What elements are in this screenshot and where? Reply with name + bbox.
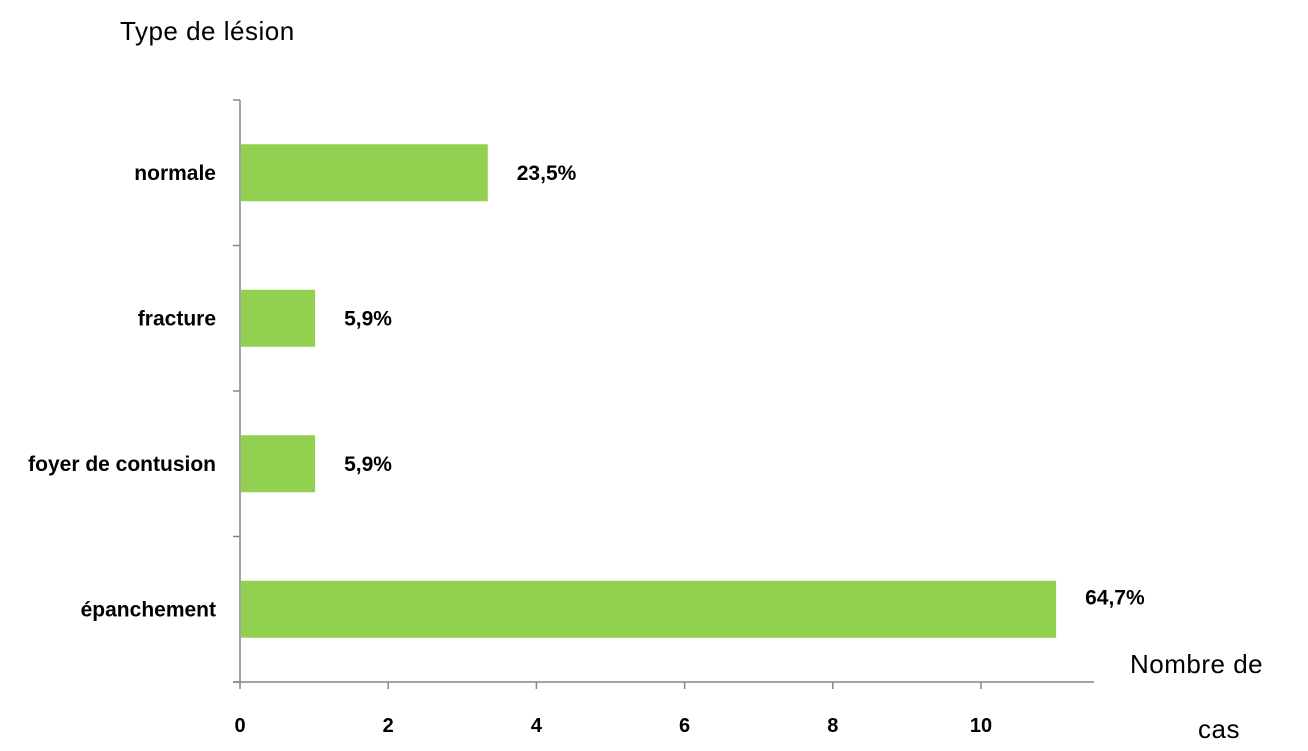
category-label: foyer de contusion <box>28 453 216 476</box>
category-label: fracture <box>138 307 216 330</box>
x-axis-title-line2: cas <box>1198 714 1240 744</box>
y-axis-title: Type de lésion <box>120 16 295 46</box>
data-label: 64,7% <box>1085 586 1145 609</box>
data-label: 23,5% <box>517 162 577 185</box>
x-tick-label: 8 <box>827 715 838 737</box>
category-label: normale <box>134 162 216 185</box>
category-labels: épanchement foyer de contusion fracture nor… <box>28 162 216 622</box>
bar <box>241 289 316 347</box>
x-tick-label: 0 <box>234 715 245 737</box>
category-label: épanchement <box>81 598 216 621</box>
bar <box>241 144 488 202</box>
data-label: 5,9% <box>344 453 392 476</box>
y-axis-ticks <box>233 99 240 683</box>
x-tick-label: 2 <box>383 715 394 737</box>
x-axis-ticks: 0 2 4 6 8 10 <box>234 682 992 737</box>
x-axis-title-line1: Nombre de <box>1130 649 1263 679</box>
x-tick-label: 10 <box>970 715 992 737</box>
bar <box>241 580 1057 638</box>
bar <box>241 435 316 493</box>
x-tick-label: 4 <box>531 715 543 737</box>
data-labels: 64,7% 5,9% 5,9% 23,5% <box>344 162 1145 610</box>
bars-group <box>241 144 1057 638</box>
data-label: 5,9% <box>344 307 392 330</box>
x-tick-label: 6 <box>679 715 690 737</box>
